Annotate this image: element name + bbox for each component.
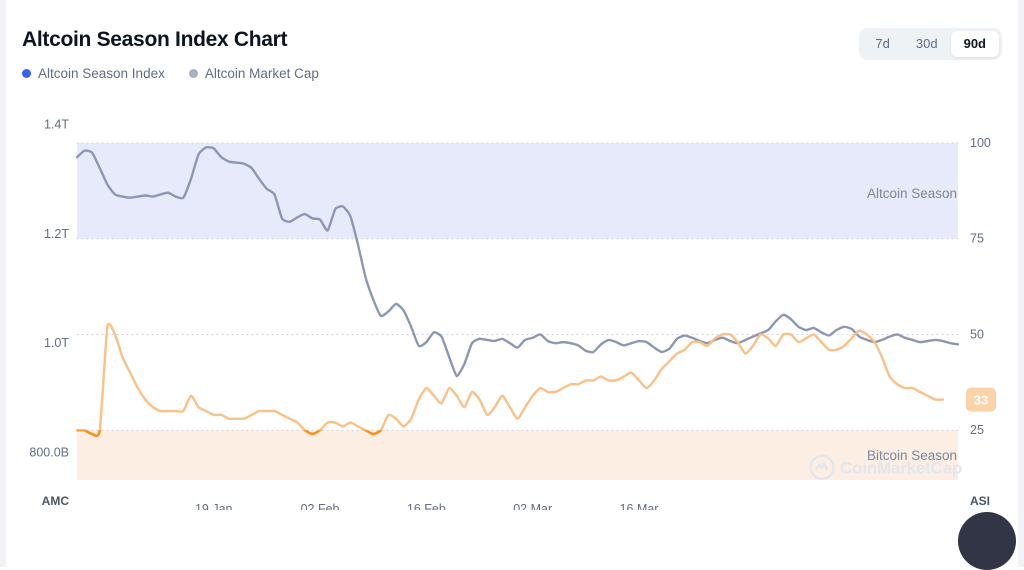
svg-text:33: 33 xyxy=(974,393,988,408)
time-range-toggle[interactable]: 7d 30d 90d xyxy=(859,28,1002,60)
svg-text:16 Mar: 16 Mar xyxy=(620,502,659,510)
svg-text:02 Feb: 02 Feb xyxy=(301,502,340,510)
legend-dot-altcoin-market-cap xyxy=(188,69,198,78)
legend-label-altcoin-market-cap: Altcoin Market Cap xyxy=(204,66,319,81)
svg-text:800.0B: 800.0B xyxy=(29,446,69,460)
page-title: Altcoin Season Index Chart xyxy=(22,28,288,51)
svg-text:19 Jan: 19 Jan xyxy=(195,502,233,510)
current-value-badge: 33 xyxy=(966,387,996,412)
band-label-bitcoin-season: Bitcoin Season xyxy=(867,448,957,463)
svg-text:16 Feb: 16 Feb xyxy=(407,502,446,510)
svg-text:50: 50 xyxy=(970,327,984,341)
coinmarketcap-watermark: CoinMarketCap xyxy=(809,454,962,480)
series-line-altcoin-season-index-bitcoin-season xyxy=(77,430,383,438)
chart-plot-area[interactable]: 1.4T 1.2T 1.0T 800.0B 100 75 50 25 AMC ASI 19 Jan 0… xyxy=(6,90,1018,510)
page-gutter-left xyxy=(0,0,6,567)
svg-text:25: 25 xyxy=(970,423,984,437)
chart-header: Altcoin Season Index Chart Altcoin Seaso… xyxy=(6,0,1018,90)
svg-text:1.2T: 1.2T xyxy=(44,227,69,241)
legend-label-altcoin-season-index: Altcoin Season Index xyxy=(38,66,165,81)
left-axis-name: AMC xyxy=(42,494,70,508)
chart-card: Altcoin Season Index Chart Altcoin Seaso… xyxy=(6,0,1018,570)
legend-dot-altcoin-season-index xyxy=(22,69,31,78)
legend-item-altcoin-market-cap[interactable]: Altcoin Market Cap xyxy=(188,66,319,81)
band-label-altcoin-season: Altcoin Season xyxy=(867,186,957,201)
series-line-altcoin-market-cap xyxy=(75,145,960,378)
support-chat-button[interactable] xyxy=(958,512,1016,570)
svg-text:1.4T: 1.4T xyxy=(44,117,69,131)
svg-text:100: 100 xyxy=(970,136,991,150)
series-line-altcoin-season-index xyxy=(75,322,945,438)
range-button-7d[interactable]: 7d xyxy=(862,31,902,57)
svg-text:1.0T: 1.0T xyxy=(44,336,69,350)
range-button-30d[interactable]: 30d xyxy=(903,31,951,57)
range-button-90d[interactable]: 90d xyxy=(950,31,999,57)
page-gutter-right xyxy=(1018,0,1024,567)
legend-item-altcoin-season-index[interactable]: Altcoin Season Index xyxy=(22,66,165,81)
svg-text:02 Mar: 02 Mar xyxy=(513,502,552,510)
right-axis-name: ASI xyxy=(970,494,990,508)
svg-text:CoinMarketCap: CoinMarketCap xyxy=(840,458,962,477)
altcoin-season-index-chart[interactable]: 1.4T 1.2T 1.0T 800.0B 100 75 50 25 AMC ASI 19 Jan 0… xyxy=(6,90,1018,510)
svg-text:75: 75 xyxy=(970,232,984,246)
chart-legend: Altcoin Season Index Altcoin Market Cap xyxy=(22,66,319,81)
